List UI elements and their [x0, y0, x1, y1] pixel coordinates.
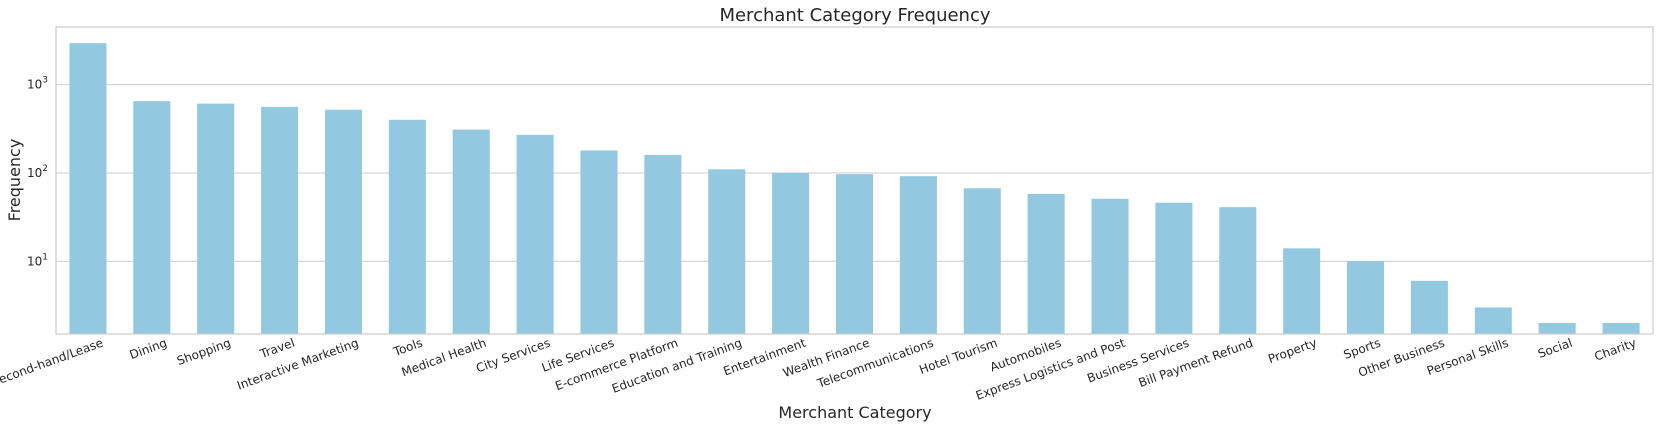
x-tick-label: Social [1536, 336, 1574, 361]
bar [261, 106, 299, 334]
bar [1219, 207, 1257, 334]
bar [708, 169, 746, 334]
bar [197, 103, 235, 334]
y-axis-label: Frequency [5, 139, 24, 222]
x-tick-label: Dining [128, 336, 169, 362]
bar [1283, 248, 1321, 334]
bar [1347, 261, 1385, 334]
bar [580, 150, 618, 334]
x-tick-label: Second-hand/Lease [0, 336, 105, 389]
bar [1027, 193, 1065, 334]
x-axis-label: Merchant Category [778, 403, 931, 422]
x-tick-layer: Second-hand/Lease Dining Shopping TravelInt… [0, 336, 1638, 403]
bar [835, 174, 874, 334]
bar [1155, 202, 1193, 334]
bar [133, 101, 171, 334]
bar [1474, 307, 1512, 334]
x-tick-label: Tools [391, 336, 425, 360]
plot-frame [55, 26, 1654, 335]
y-tick-layer: 101 102 103 [27, 76, 48, 269]
bar [69, 43, 107, 335]
bar [1091, 198, 1129, 334]
bar [963, 188, 1001, 334]
x-tick-label: Sports [1342, 336, 1383, 362]
x-tick-label: Charity [1592, 336, 1638, 364]
y-tick-label: 102 [27, 164, 48, 180]
bar [1538, 322, 1576, 334]
bar [324, 109, 362, 335]
bar [1602, 322, 1640, 334]
chart-title: Merchant Category Frequency [719, 5, 990, 26]
x-tick-label: City Services [474, 336, 552, 376]
x-tick-label: Travel [257, 336, 296, 362]
bar [772, 172, 810, 334]
bar [644, 154, 682, 334]
bar [516, 134, 554, 334]
bar [899, 176, 937, 334]
y-tick-label: 101 [27, 252, 48, 268]
bar [1410, 280, 1448, 334]
x-tick-label: Interactive Marketing [235, 336, 360, 393]
bar-layer [69, 43, 1640, 335]
bar [452, 129, 490, 334]
x-tick-label: Shopping [175, 336, 233, 368]
y-tick-label: 103 [27, 76, 48, 92]
x-tick-label: Bill Payment Refund [1137, 336, 1255, 390]
x-tick-label: Property [1266, 336, 1319, 367]
bar [388, 119, 426, 334]
